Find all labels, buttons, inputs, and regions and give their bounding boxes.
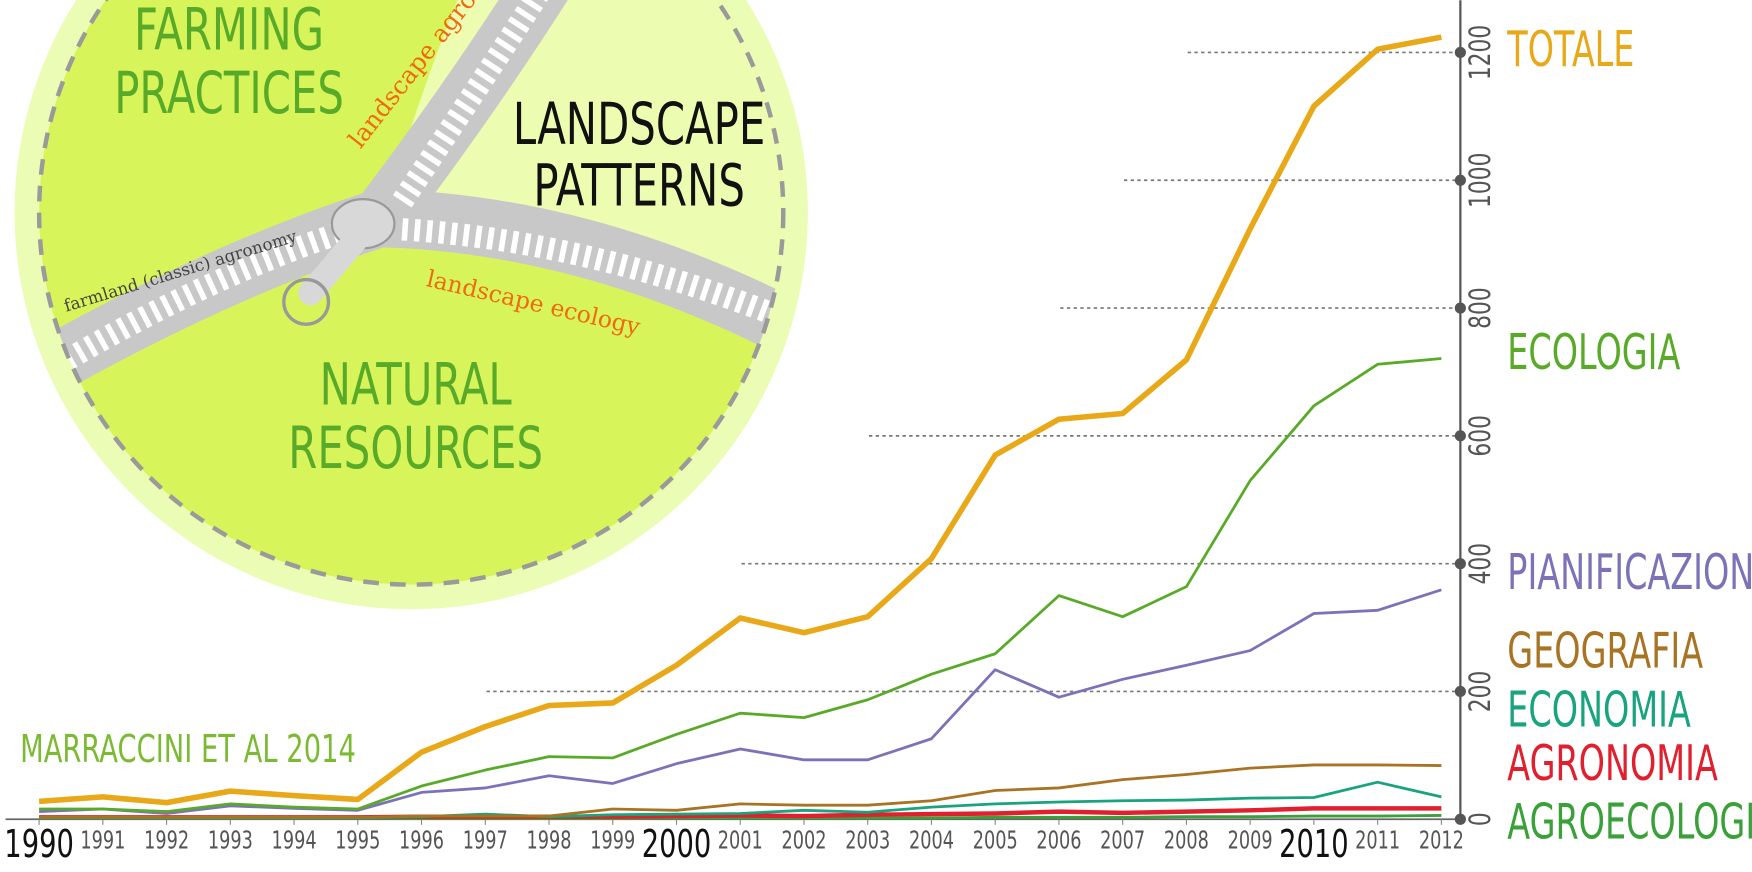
region-label: RESOURCES [288,414,543,482]
region-label: PRACTICES [114,59,344,127]
x-tick-label: 1991 [80,827,125,856]
y-tick-label: 600 [1464,415,1498,457]
illustration: FARMING PRACTICES LANDSCAPE PATTERNS NAT… [0,0,849,626]
y-tick-label: 200 [1464,671,1498,713]
legend-label: AGRONOMIA [1507,735,1718,792]
region-label: NATURAL [320,351,512,419]
x-tick-label: 2005 [973,827,1018,856]
x-tick-label: 2003 [845,827,890,856]
y-tick-label: 1200 [1464,25,1498,80]
y-tick-label: 0 [1464,812,1498,826]
x-tick-label: 2002 [781,827,826,856]
x-tick-label: 1994 [272,827,317,856]
x-tick-label: 2010 [1279,821,1349,866]
y-tick-label: 1000 [1464,153,1498,208]
legend-label: PIANIFICAZIONE [1507,544,1752,601]
x-tick-label: 2012 [1419,827,1464,856]
x-tick-label: 2001 [718,827,763,856]
x-tick-label: 2006 [1036,827,1081,856]
x-tick-label: 1997 [463,827,508,856]
y-tick-label: 800 [1464,287,1498,329]
annotation: MARRACCINI ET AL 2014 [20,726,356,771]
x-tick-label: 1999 [590,827,635,856]
x-tick-label: 2004 [909,827,954,856]
legend-label: ECONOMIA [1507,681,1691,738]
chart: FARMING PRACTICES LANDSCAPE PATTERNS NAT… [0,0,1752,872]
series-line [39,590,1441,814]
x-tick-label: 1998 [527,827,572,856]
legend-label: GEOGRAFIA [1507,622,1703,679]
legend-label: AGROECOLOGIA [1507,793,1752,850]
x-tick-label: 1992 [144,827,189,856]
x-tick-label: 2011 [1355,827,1400,856]
x-tick-label: 2007 [1100,827,1145,856]
y-tick-label: 400 [1464,543,1498,585]
x-tick-label: 1990 [4,821,74,866]
region-label: LANDSCAPE [513,90,765,158]
x-tick-label: 2008 [1164,827,1209,856]
x-tick-label: 1996 [399,827,444,856]
x-tick-label: 1993 [208,827,253,856]
x-tick-label: 2000 [642,821,712,866]
region-label: FARMING [134,0,324,63]
x-tick-label: 2009 [1228,827,1273,856]
region-label: PATTERNS [533,152,745,220]
legend-label: ECOLOGIA [1507,323,1680,380]
legend-label: TOTALE [1507,21,1635,78]
x-tick-label: 1995 [335,827,380,856]
page: {"chart_data": {"type": "line", "annotat… [0,0,1752,872]
